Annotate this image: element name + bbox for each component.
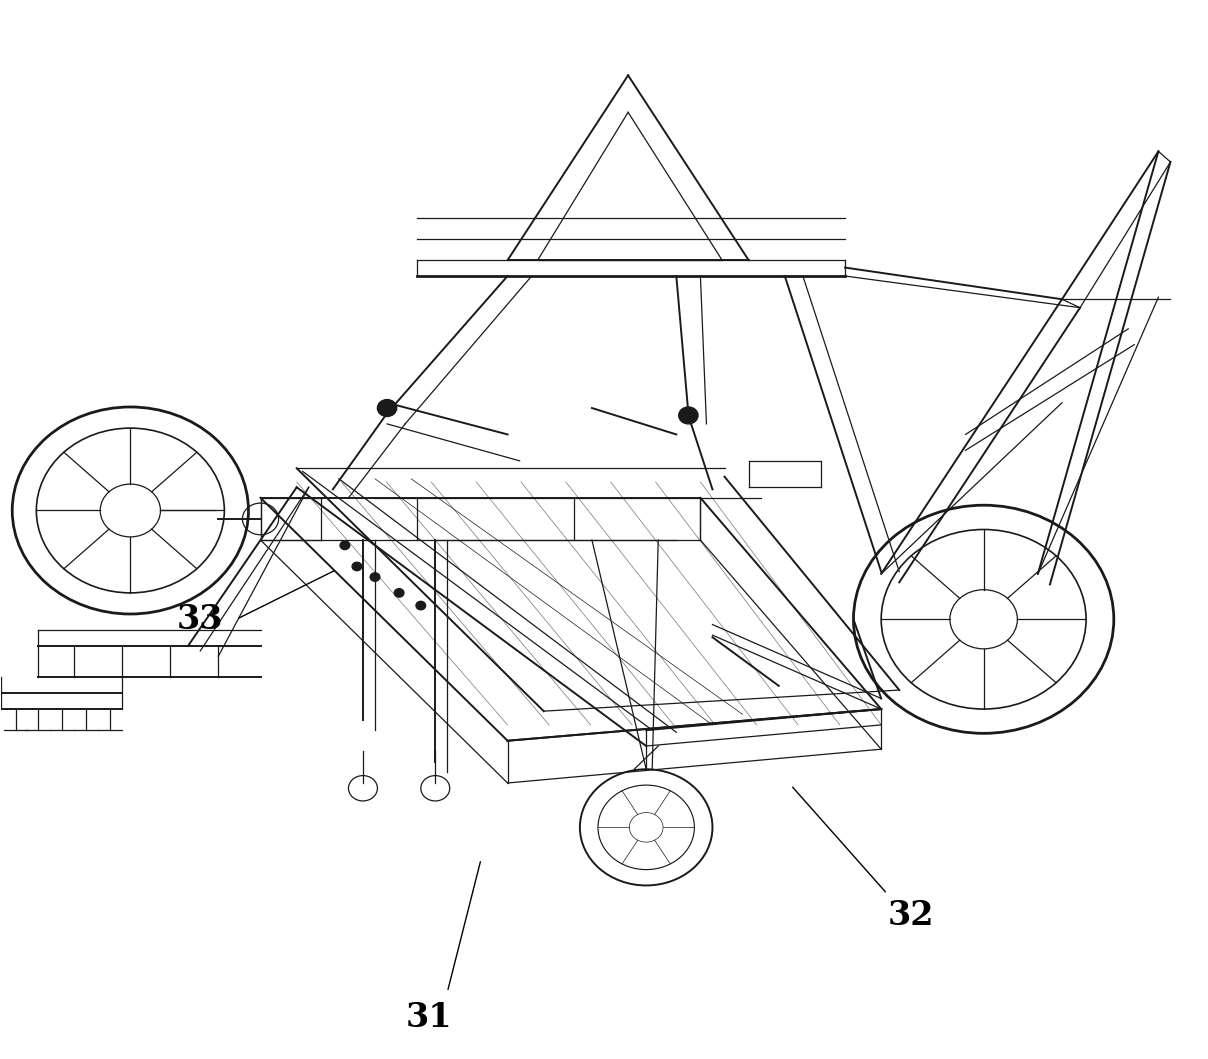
Circle shape	[341, 541, 349, 550]
Circle shape	[679, 407, 698, 424]
Text: 33: 33	[178, 603, 223, 635]
Circle shape	[416, 602, 425, 610]
Circle shape	[377, 399, 396, 416]
Circle shape	[370, 573, 379, 581]
Text: 31: 31	[406, 1001, 453, 1034]
Text: 32: 32	[888, 898, 935, 932]
Circle shape	[352, 562, 361, 571]
Circle shape	[394, 589, 403, 597]
